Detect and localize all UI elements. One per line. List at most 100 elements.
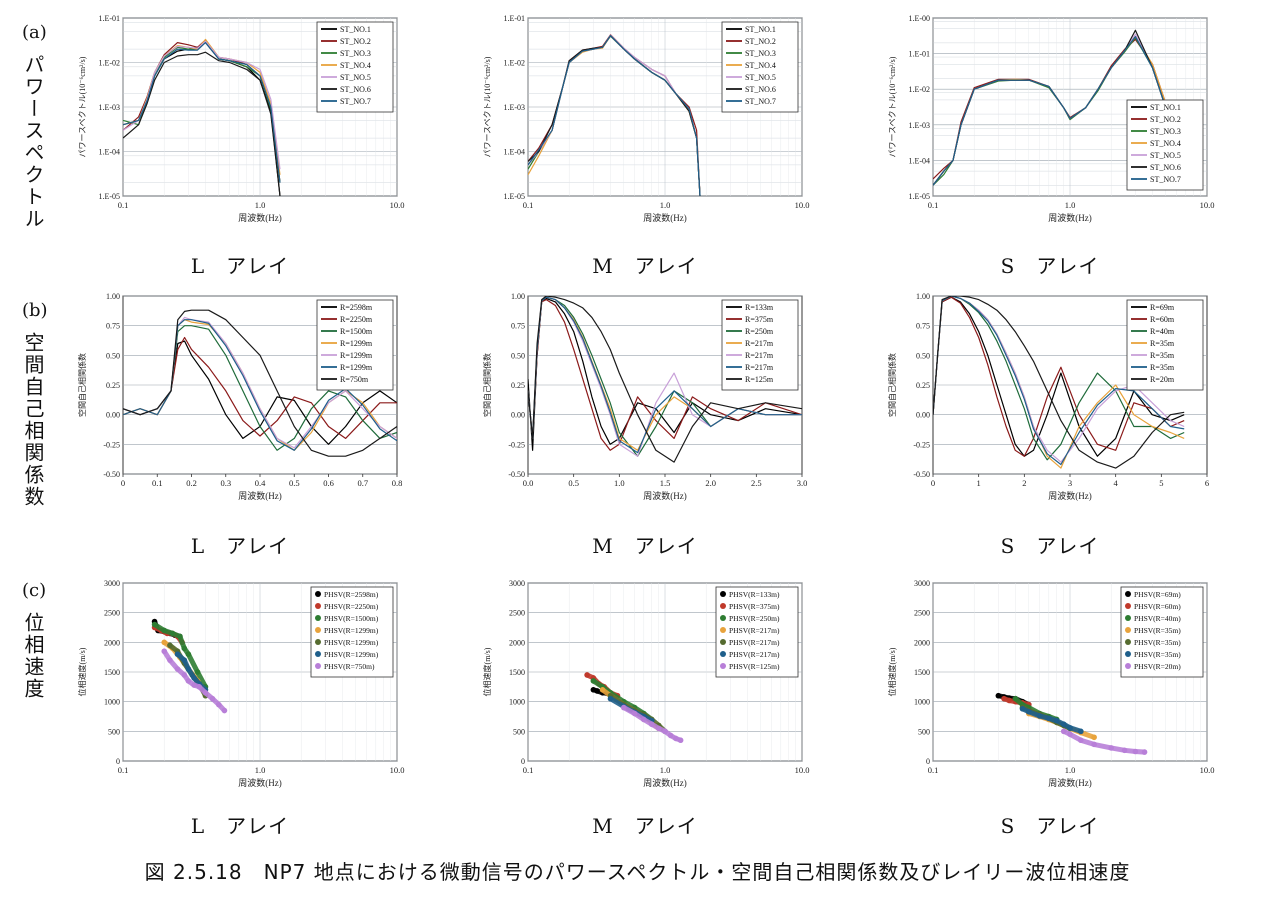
- legend-entry: PHSV(R=69m): [1134, 590, 1181, 599]
- data-point: [181, 657, 188, 663]
- x-tick-label: 1: [977, 478, 981, 488]
- data-point: [631, 710, 638, 717]
- legend-entry: PHSV(R=1299m): [324, 626, 379, 635]
- x-tick-label: 6: [1205, 478, 1209, 488]
- data-point: [1121, 747, 1128, 754]
- legend-marker: [315, 663, 321, 669]
- legend-marker: [1125, 627, 1131, 633]
- data-point: [1045, 715, 1052, 722]
- x-tick-label: 2.5: [751, 478, 762, 488]
- data-point: [185, 666, 192, 672]
- legend-entry: PHSV(R=217m): [729, 650, 780, 659]
- y-tick-label: 1.E-05: [98, 192, 120, 201]
- x-tick-label: 0.1: [928, 765, 939, 775]
- data-point: [196, 684, 203, 690]
- y-tick-label: 0.75: [916, 322, 930, 331]
- legend-marker: [315, 651, 321, 657]
- y-tick-label: 0.25: [106, 381, 120, 390]
- x-axis-label: 周波数(Hz): [238, 777, 282, 788]
- y-tick-label: 500: [108, 727, 120, 736]
- data-point: [194, 669, 201, 675]
- series-line: [933, 296, 1185, 466]
- y-tick-label: 500: [918, 727, 930, 736]
- y-tick-label: -0.50: [103, 470, 120, 479]
- x-axis-label: 周波数(Hz): [1048, 490, 1092, 501]
- y-axis-label: パワースペクトル(10⁻⁶cm²/s): [888, 56, 897, 157]
- legend-marker: [315, 615, 321, 621]
- y-tick-label: -0.25: [913, 440, 930, 449]
- y-tick-label: 0: [926, 757, 930, 766]
- x-tick-label: 1.0: [614, 478, 625, 488]
- data-point: [590, 678, 597, 684]
- data-point: [167, 642, 173, 649]
- y-tick-label: 0.75: [106, 322, 120, 331]
- x-axis-label: 周波数(Hz): [643, 212, 687, 223]
- y-tick-label: 1.E-04: [98, 148, 120, 157]
- y-tick-label: 2000: [509, 638, 525, 647]
- x-tick-label: 2: [1022, 478, 1026, 488]
- legend-marker: [720, 627, 726, 633]
- data-point: [673, 735, 679, 742]
- data-point: [584, 672, 590, 678]
- x-tick-label: 0.1: [523, 765, 534, 775]
- data-point: [169, 630, 176, 637]
- legend-entry: ST_NO.2: [1150, 115, 1181, 124]
- series-group: [933, 296, 1185, 469]
- legend-entry: ST_NO.3: [1150, 127, 1181, 136]
- series-line: [528, 296, 802, 454]
- x-tick-label: 10.0: [390, 200, 405, 210]
- y-axis-label: 空間自己相関係数: [482, 353, 492, 417]
- legend-entry: PHSV(R=217m): [729, 626, 780, 635]
- x-tick-label: 10.0: [795, 765, 810, 775]
- y-axis-label: 位相速度(m/s): [77, 647, 87, 696]
- row-label-a-tag: (a): [22, 22, 47, 43]
- y-tick-label: -0.25: [508, 440, 525, 449]
- data-point: [181, 645, 188, 652]
- legend-entry: PHSV(R=1299m): [324, 638, 379, 647]
- legend-entry: R=69m: [1150, 303, 1175, 312]
- chart-spac-s: -0.50 -0.25 0.00 0.25 0.50 0.75 1.00 0 1 2 3 4 5 6 周波数…: [887, 292, 1209, 501]
- legend-entry: R=1299m: [340, 351, 373, 360]
- legend-entry: PHSV(R=35m): [1134, 650, 1181, 659]
- legend-entry: ST_NO.1: [340, 25, 371, 34]
- y-tick-label: 1.E-02: [908, 85, 930, 94]
- legend-marker: [1125, 663, 1131, 669]
- row-label-b-tag: (b): [22, 300, 48, 321]
- x-tick-label: 0.2: [186, 478, 197, 488]
- x-tick-label: 0.7: [357, 478, 368, 488]
- legend-entry: PHSV(R=2250m): [324, 602, 379, 611]
- legend-entry: R=35m: [1150, 351, 1175, 360]
- y-tick-label: 3000: [509, 579, 525, 588]
- x-tick-label: 3.0: [797, 478, 808, 488]
- y-tick-label: 2000: [104, 638, 120, 647]
- data-point: [1091, 741, 1097, 748]
- legend-entry: ST_NO.5: [745, 73, 776, 82]
- data-point: [202, 689, 209, 696]
- legend-marker: [315, 591, 321, 597]
- legend-entry: R=35m: [1150, 339, 1175, 348]
- legend-box: [721, 21, 799, 113]
- data-point: [221, 707, 228, 714]
- legend-entry: ST_NO.5: [340, 73, 371, 82]
- legend-entry: ST_NO.7: [745, 97, 776, 106]
- data-point: [1141, 749, 1148, 755]
- data-point: [1060, 721, 1067, 728]
- y-tick-label: 0.00: [511, 411, 525, 420]
- data-point: [620, 704, 627, 711]
- array-label-a-l: L アレイ: [190, 254, 290, 278]
- legend-entry: ST_NO.6: [1150, 163, 1181, 172]
- y-tick-label: 1.E-01: [908, 50, 930, 59]
- array-label-c-s: S アレイ: [1000, 814, 1100, 838]
- legend-entry: PHSV(R=1500m): [324, 614, 379, 623]
- legend-entry: R=1299m: [340, 339, 373, 348]
- data-point: [1132, 748, 1139, 755]
- chart-psd-m: 1.E-05 1.E-04 1.E-03 1.E-02 1.E-01 0.1 1.0 10.0…: [483, 14, 809, 223]
- data-point: [655, 725, 662, 732]
- data-point: [677, 737, 684, 744]
- legend-marker: [1125, 615, 1131, 621]
- chart-phase-m: 0 500 1000 1500 2000 2500 3000 0.1 1.0 10.0 周波数(Hz…: [482, 579, 810, 788]
- legend-entry: R=35m: [1150, 363, 1175, 372]
- legend-entry: R=217m: [745, 351, 774, 360]
- legend-box: [1126, 299, 1204, 391]
- array-label-b-l: L アレイ: [190, 534, 290, 558]
